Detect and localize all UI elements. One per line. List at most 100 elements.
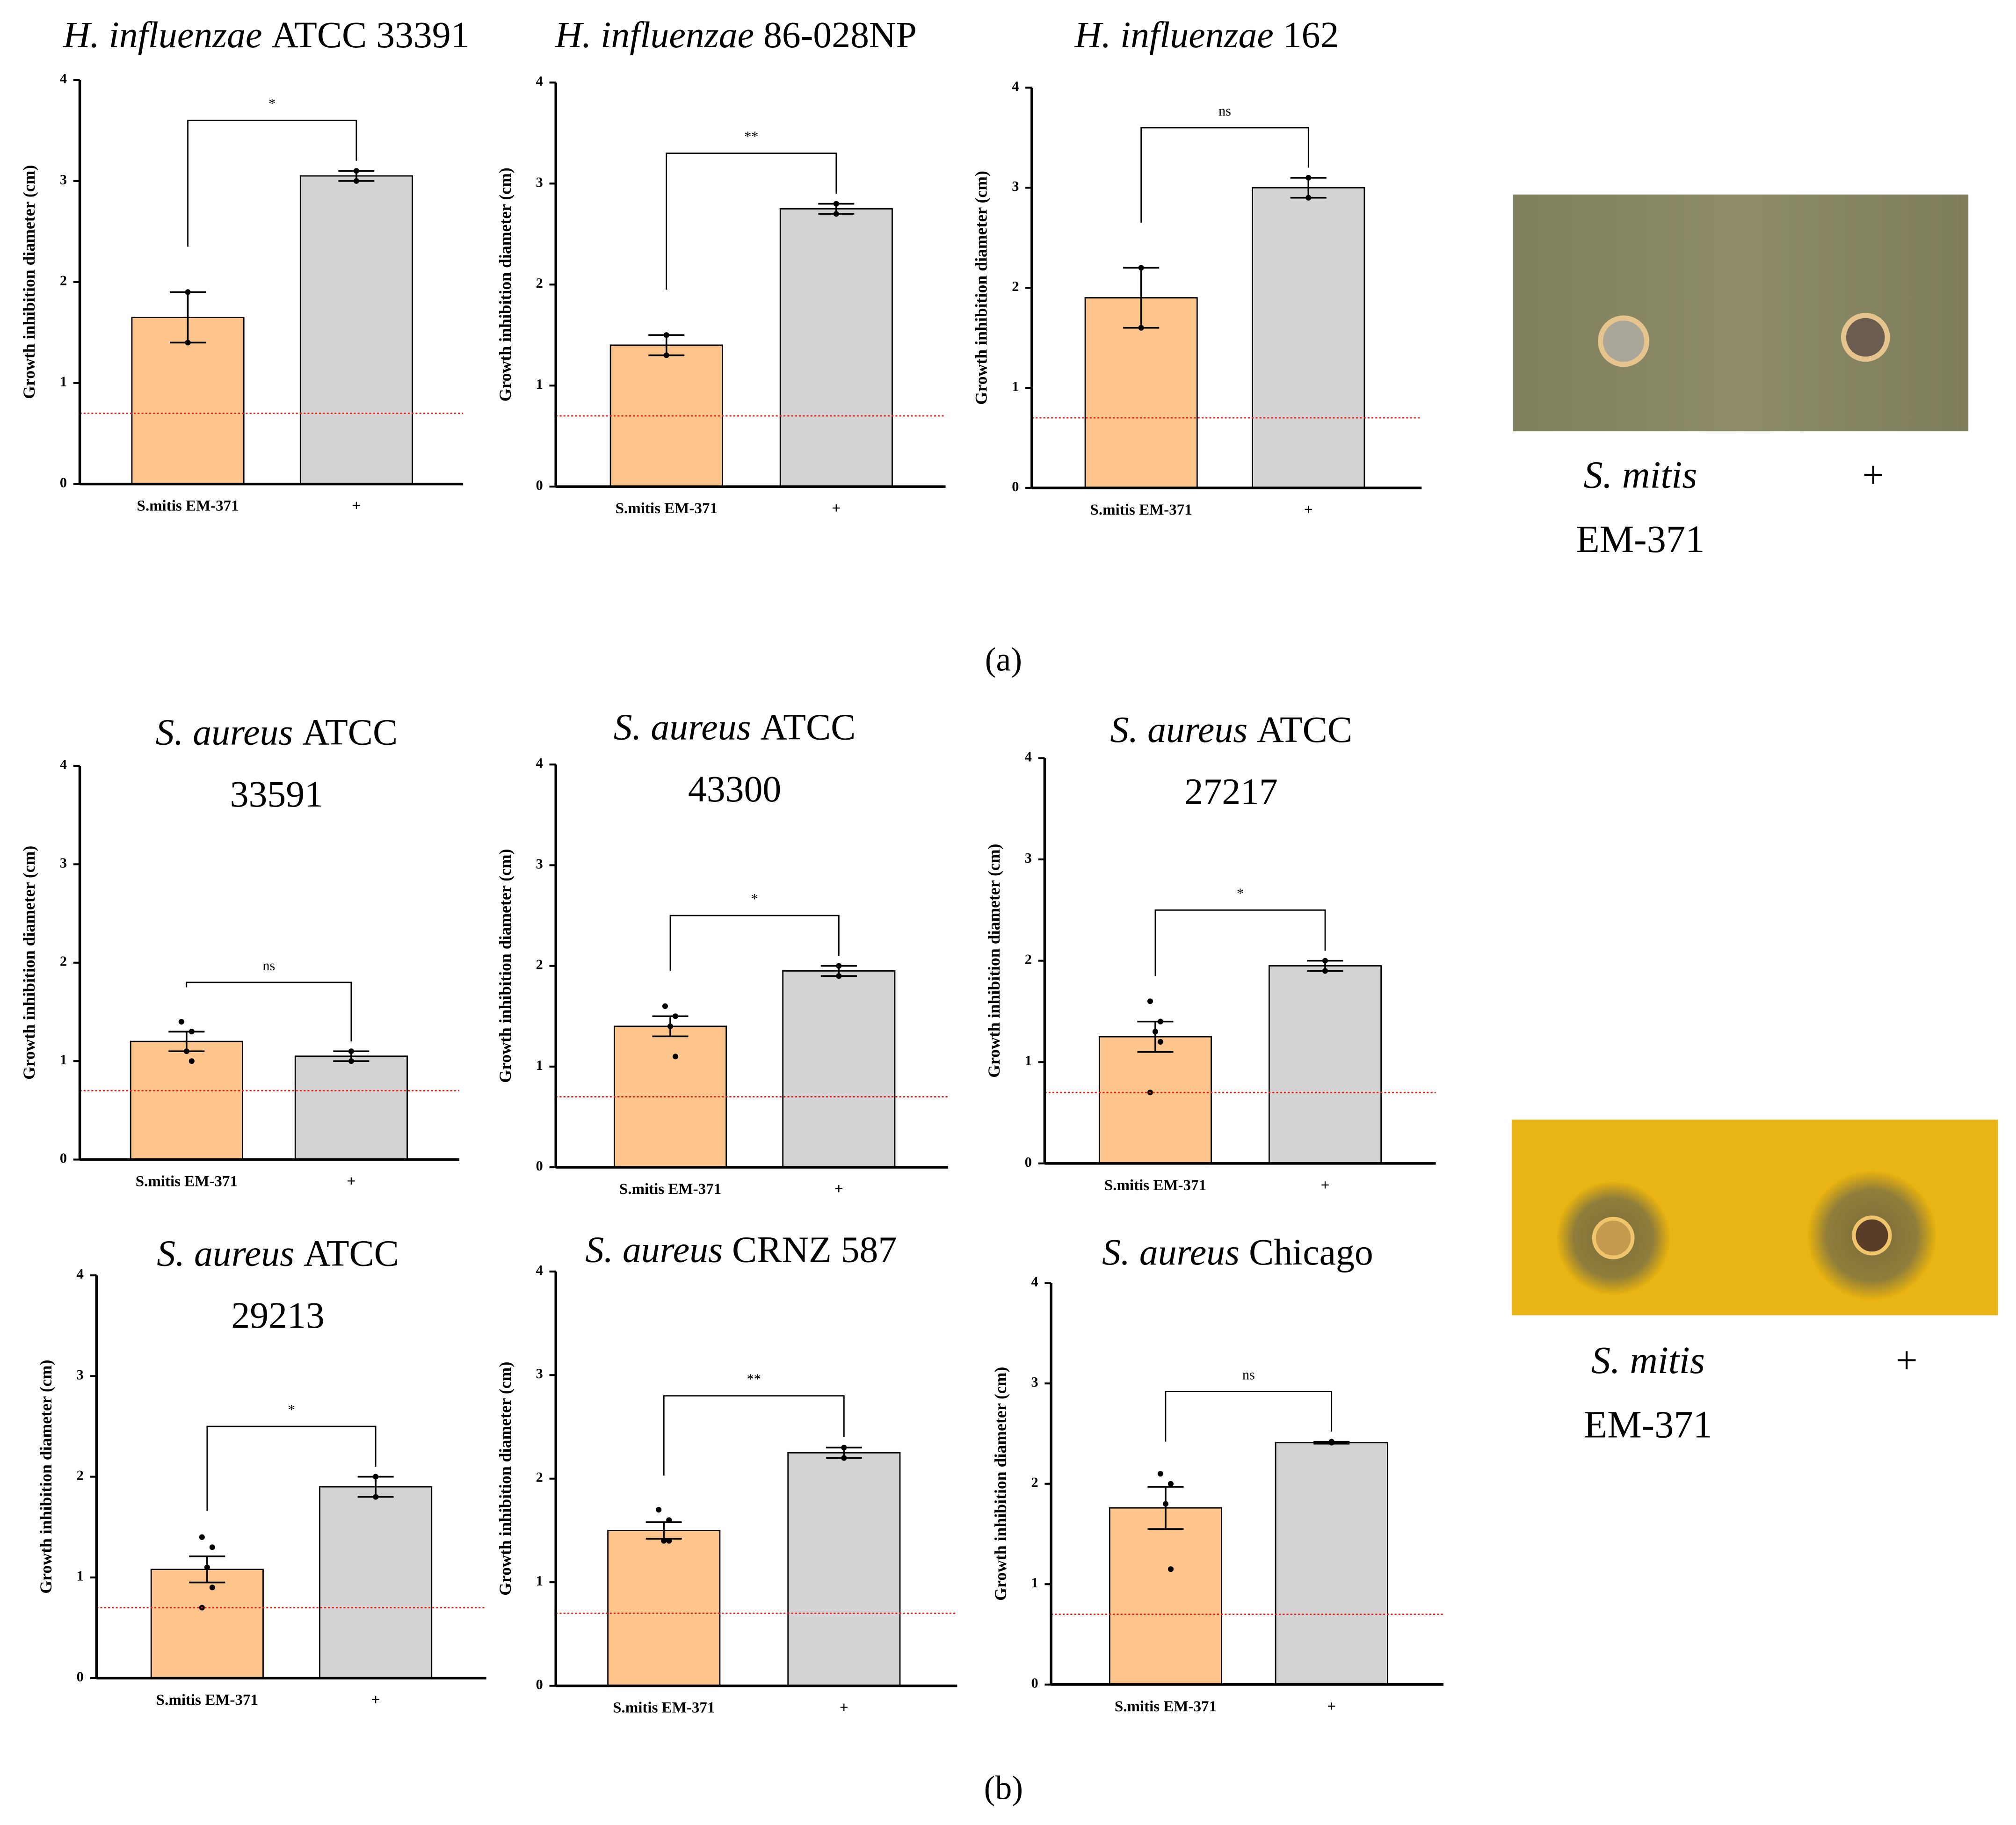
x-tick-label: S.mitis EM-371: [156, 1692, 258, 1709]
data-point: [1157, 1018, 1163, 1025]
photo-label: EM-371: [1584, 1403, 1712, 1446]
bar: [609, 344, 723, 487]
x-tick-label: +: [352, 498, 361, 515]
data-point: [1305, 195, 1312, 201]
bar: [319, 1486, 433, 1679]
data-point: [672, 1013, 679, 1019]
x-tick-label: +: [832, 500, 841, 517]
x-tick-label: +: [1304, 502, 1313, 518]
x-tick-label: +: [347, 1173, 355, 1190]
photo-label: S. mitis: [1583, 453, 1697, 496]
title-text: ATCC: [302, 712, 398, 753]
data-point: [1162, 1501, 1168, 1507]
title-text: 162: [1283, 15, 1339, 56]
data-point: [348, 1048, 354, 1054]
chart: H. influenzae 162 Growth inhibition diame…: [972, 15, 1422, 518]
photo-b: [1511, 1120, 1998, 1316]
y-tick-label: 3: [60, 172, 67, 188]
data-point: [841, 1455, 847, 1461]
y-tick-label: 3: [60, 855, 67, 871]
data-point: [353, 178, 359, 184]
bar: [299, 175, 413, 485]
bar: [1252, 187, 1365, 489]
chart-title: S. aureus CRNZ 587: [585, 1229, 897, 1271]
data-point: [663, 352, 669, 358]
bar: [130, 1040, 243, 1160]
panel-label: (b): [984, 1769, 1023, 1806]
data-point: [178, 1018, 184, 1025]
data-point: [209, 1585, 215, 1591]
significance-bracket: [187, 119, 357, 247]
bar: [294, 1055, 408, 1160]
data-point: [662, 1003, 668, 1009]
significance-bracket: [1165, 1390, 1333, 1442]
title-italic: H. influenzae: [1074, 15, 1274, 56]
data-point: [1147, 998, 1153, 1004]
y-tick-label: 0: [536, 477, 543, 493]
bar: [779, 208, 893, 487]
bar: [613, 1025, 727, 1168]
y-tick-label: 1: [536, 1573, 543, 1589]
y-tick-label: 2: [536, 1469, 543, 1485]
data-point: [1305, 175, 1312, 181]
data-point: [1138, 265, 1144, 271]
y-tick-label: 0: [77, 1669, 84, 1685]
chart: H. influenzae 86-028NP Growth inhibition …: [496, 15, 946, 517]
x-tick-label: +: [840, 1700, 848, 1716]
x-tick-label: S.mitis EM-371: [136, 1173, 238, 1190]
title-italic: S. aureus: [1110, 709, 1247, 750]
x-tick-label: S.mitis EM-371: [619, 1181, 721, 1198]
y-tick-label: 4: [1031, 1274, 1038, 1290]
y-axis-label: Growth inhibition diameter (cm): [985, 844, 1003, 1078]
bar: [1098, 1036, 1212, 1164]
data-point: [833, 201, 839, 207]
data-point: [185, 289, 191, 295]
y-tick-label: 4: [60, 71, 67, 87]
bar: [787, 1452, 901, 1687]
y-tick-label: 3: [536, 856, 543, 872]
y-axis-label: Growth inhibition diameter (cm): [36, 1360, 55, 1594]
significance-label: *: [1237, 885, 1244, 901]
chart-title: S. aureus Chicago: [1102, 1232, 1373, 1273]
bar: [1109, 1507, 1222, 1686]
y-axis-label: Growth inhibition diameter (cm): [496, 849, 515, 1083]
y-tick-label: 0: [1031, 1675, 1038, 1691]
data-point: [656, 1507, 662, 1513]
y-tick-label: 3: [536, 1366, 543, 1381]
y-tick-label: 1: [60, 1052, 67, 1068]
title-text: CRNZ 587: [732, 1229, 897, 1271]
chart-subtitle: 43300: [688, 769, 781, 810]
significance-bracket: [1140, 127, 1309, 223]
significance-label: *: [288, 1402, 295, 1418]
y-tick-label: 2: [77, 1468, 84, 1483]
data-point: [189, 1058, 195, 1064]
x-tick-label: S.mitis EM-371: [1104, 1177, 1206, 1194]
x-tick-label: S.mitis EM-371: [137, 498, 239, 515]
bar: [1275, 1442, 1388, 1686]
significance-bracket: [1154, 909, 1326, 976]
bar: [1268, 965, 1382, 1164]
y-tick-label: 2: [1031, 1475, 1038, 1491]
significance-bracket: [206, 1425, 377, 1511]
title-text: 86-028NP: [763, 15, 917, 56]
significance-label: ns: [262, 958, 275, 974]
chart-title: H. influenzae 86-028NP: [555, 15, 917, 56]
chart: S. aureus CRNZ 587 Growth inhibition diam…: [496, 1229, 957, 1716]
data-point: [663, 332, 669, 338]
photo-label: +: [1862, 453, 1884, 496]
data-point: [1152, 1029, 1158, 1035]
x-tick-label: +: [834, 1181, 843, 1198]
chart-subtitle: 29213: [231, 1295, 324, 1336]
data-point: [836, 973, 842, 979]
data-point: [1168, 1481, 1174, 1487]
data-point: [672, 1054, 679, 1060]
y-axis-label: Growth inhibition diameter (cm): [972, 171, 991, 405]
title-italic: S. aureus: [1102, 1232, 1240, 1273]
data-point: [1322, 958, 1328, 964]
data-point: [836, 963, 842, 969]
significance-label: ns: [1242, 1367, 1255, 1382]
chart-title: S. aureus ATCC: [614, 707, 856, 748]
title-italic: S. aureus: [156, 712, 293, 753]
y-tick-label: 0: [1012, 479, 1019, 494]
data-point: [185, 340, 191, 346]
